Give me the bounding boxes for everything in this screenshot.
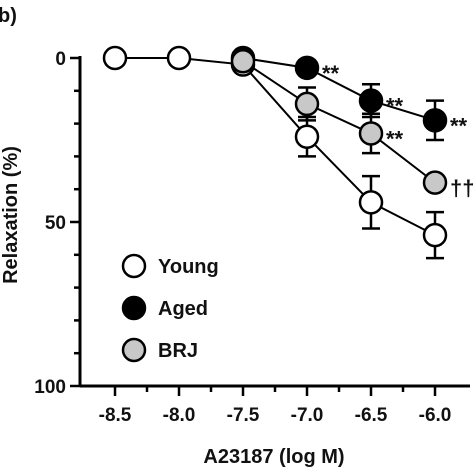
significance-marker: **: [322, 61, 340, 86]
brj-point: [422, 170, 448, 195]
x-tick-label: -8.0: [163, 405, 196, 426]
aged-line: [242, 57, 436, 122]
young-point: [422, 222, 448, 248]
y-axis-title: Relaxation (%): [0, 146, 22, 284]
legend: Young Aged BRJ: [121, 253, 219, 363]
legend-marker-young: [121, 253, 147, 279]
series-layer: [102, 45, 448, 260]
y-tick-label: 0: [55, 49, 66, 70]
young-point: [102, 45, 128, 71]
aged-point: [358, 88, 384, 113]
brj-point: [358, 121, 384, 146]
legend-label-aged: Aged: [158, 298, 208, 320]
series-brj: [230, 49, 448, 195]
x-axis-title: A23187 (log M): [203, 446, 344, 468]
y-tick-label: 50: [45, 213, 66, 234]
brj-point: [230, 49, 256, 74]
x-tick-label: -8.5: [99, 405, 132, 426]
significance-marker: **: [450, 113, 468, 138]
young-point: [294, 124, 320, 149]
annotation-layer: ** ** ** ** ††: [322, 61, 474, 201]
brj-line: [242, 60, 436, 184]
significance-marker: **: [386, 126, 404, 151]
brj-point: [294, 91, 320, 117]
x-tick-label: -7.0: [291, 405, 324, 426]
legend-label-young: Young: [158, 256, 219, 278]
x-tick-label: -6.0: [419, 405, 452, 426]
panel-label: b): [0, 5, 17, 27]
x-tick-label: -7.5: [227, 405, 260, 426]
young-point: [166, 45, 192, 71]
series-young: [102, 45, 448, 260]
y-tick-label: 100: [34, 377, 66, 398]
axes: 0 50 100 -8.5 -8.0 -7.5 -7.0 -6.5 -6.0: [34, 49, 470, 426]
legend-marker-aged: [121, 295, 147, 321]
x-tick-label: -6.5: [355, 405, 388, 426]
aged-point: [294, 55, 320, 81]
young-point: [358, 190, 384, 215]
aged-point: [422, 108, 448, 133]
significance-marker: **: [386, 94, 404, 119]
legend-label-brj: BRJ: [158, 340, 198, 362]
legend-marker-brj: [121, 337, 147, 363]
significance-marker: ††: [450, 176, 474, 201]
